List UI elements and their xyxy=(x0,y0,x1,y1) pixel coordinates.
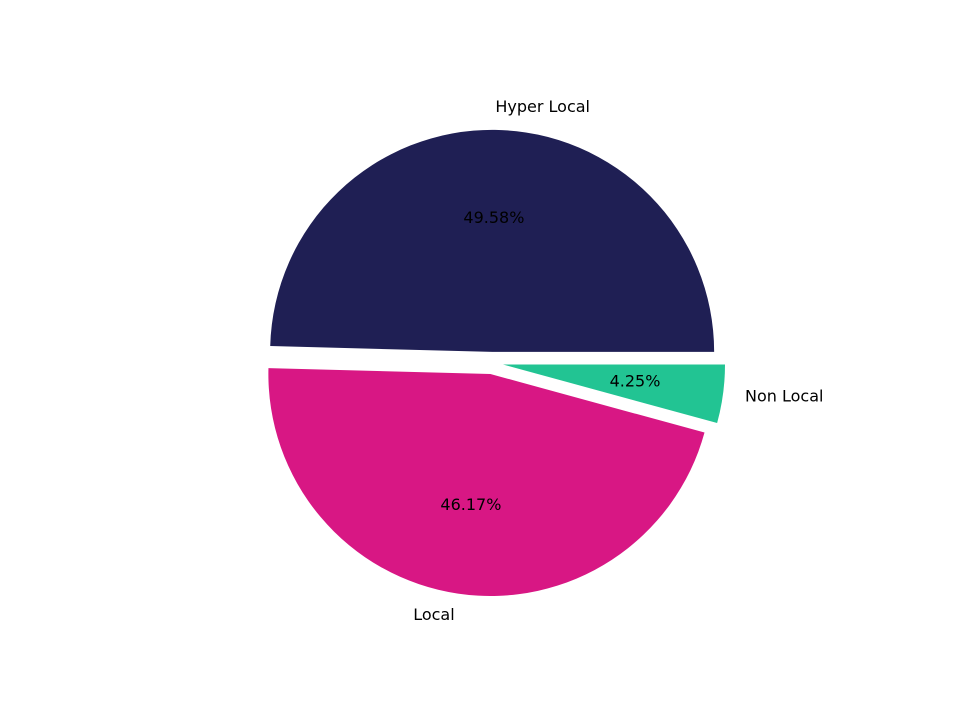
slice-label: Non Local xyxy=(745,386,823,405)
value-label: 46.17% xyxy=(440,495,501,514)
pie-slice xyxy=(268,368,705,596)
pie-slice xyxy=(503,364,726,424)
value-label: 49.58% xyxy=(463,208,524,227)
pie-slice xyxy=(270,129,715,352)
value-label: 4.25% xyxy=(610,372,661,391)
slice-label: Hyper Local xyxy=(495,97,590,116)
slice-label: Local xyxy=(413,605,454,624)
